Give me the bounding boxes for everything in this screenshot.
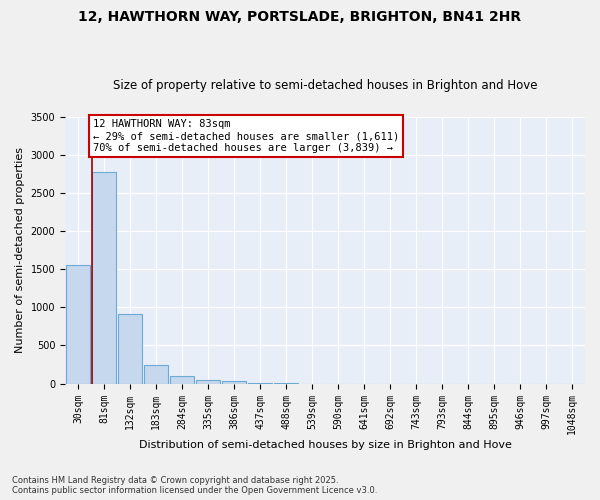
- Bar: [92, 172, 116, 384]
- Text: Contains HM Land Registry data © Crown copyright and database right 2025.
Contai: Contains HM Land Registry data © Crown c…: [12, 476, 377, 495]
- Bar: [118, 314, 142, 384]
- Text: 12 HAWTHORN WAY: 83sqm
← 29% of semi-detached houses are smaller (1,611)
70% of : 12 HAWTHORN WAY: 83sqm ← 29% of semi-det…: [93, 120, 399, 152]
- Bar: [170, 376, 194, 384]
- Bar: [196, 380, 220, 384]
- X-axis label: Distribution of semi-detached houses by size in Brighton and Hove: Distribution of semi-detached houses by …: [139, 440, 511, 450]
- Text: 12, HAWTHORN WAY, PORTSLADE, BRIGHTON, BN41 2HR: 12, HAWTHORN WAY, PORTSLADE, BRIGHTON, B…: [79, 10, 521, 24]
- Bar: [221, 381, 247, 384]
- Title: Size of property relative to semi-detached houses in Brighton and Hove: Size of property relative to semi-detach…: [113, 79, 537, 92]
- Bar: [65, 266, 91, 384]
- Y-axis label: Number of semi-detached properties: Number of semi-detached properties: [15, 147, 25, 353]
- Bar: [143, 366, 169, 384]
